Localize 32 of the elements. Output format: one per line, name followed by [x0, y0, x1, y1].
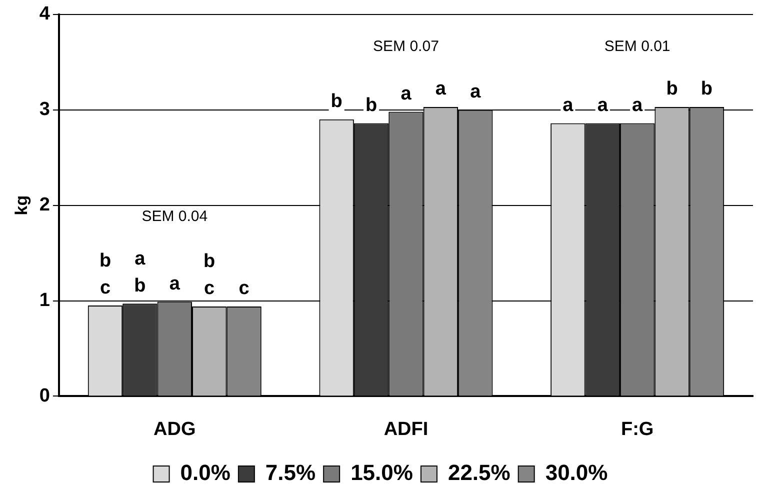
annotation: SEM 0.04 [142, 208, 208, 225]
legend-label: 0.0% [180, 460, 230, 486]
data-label: a [597, 94, 608, 116]
data-label: b [330, 91, 342, 112]
x-tick-label: ADFI [384, 418, 428, 440]
data-label: a [435, 78, 446, 100]
data-label: a [400, 83, 412, 104]
y-tick-label: 1 [39, 290, 50, 311]
legend-label: 15.0% [350, 460, 413, 486]
data-label: b [700, 78, 713, 100]
legend-label: 22.5% [448, 460, 510, 486]
x-tick-label: ADG [154, 418, 196, 440]
y-tick-label: 2 [39, 194, 50, 216]
data-label: c [238, 278, 250, 300]
data-label: a b [134, 248, 146, 296]
annotation: SEM 0.01 [604, 38, 670, 56]
data-label: a [169, 273, 180, 294]
y-tick-label: 4 [39, 4, 50, 25]
y-axis-title: kg [12, 195, 31, 216]
y-tick-label: 0 [39, 385, 50, 406]
data-label: b [365, 94, 378, 116]
data-label: a [562, 94, 574, 116]
data-label: a [632, 94, 644, 116]
data-label: b c [99, 250, 112, 298]
x-tick-label: F:G [620, 418, 654, 440]
legend-label: 7.5% [265, 460, 316, 486]
annotation: SEM 0.07 [373, 38, 439, 56]
legend-label: 30.0% [545, 460, 608, 486]
data-label: b [666, 78, 678, 100]
y-tick-label: 3 [39, 99, 50, 120]
data-label: b c [204, 251, 216, 300]
data-label: a [470, 82, 482, 103]
